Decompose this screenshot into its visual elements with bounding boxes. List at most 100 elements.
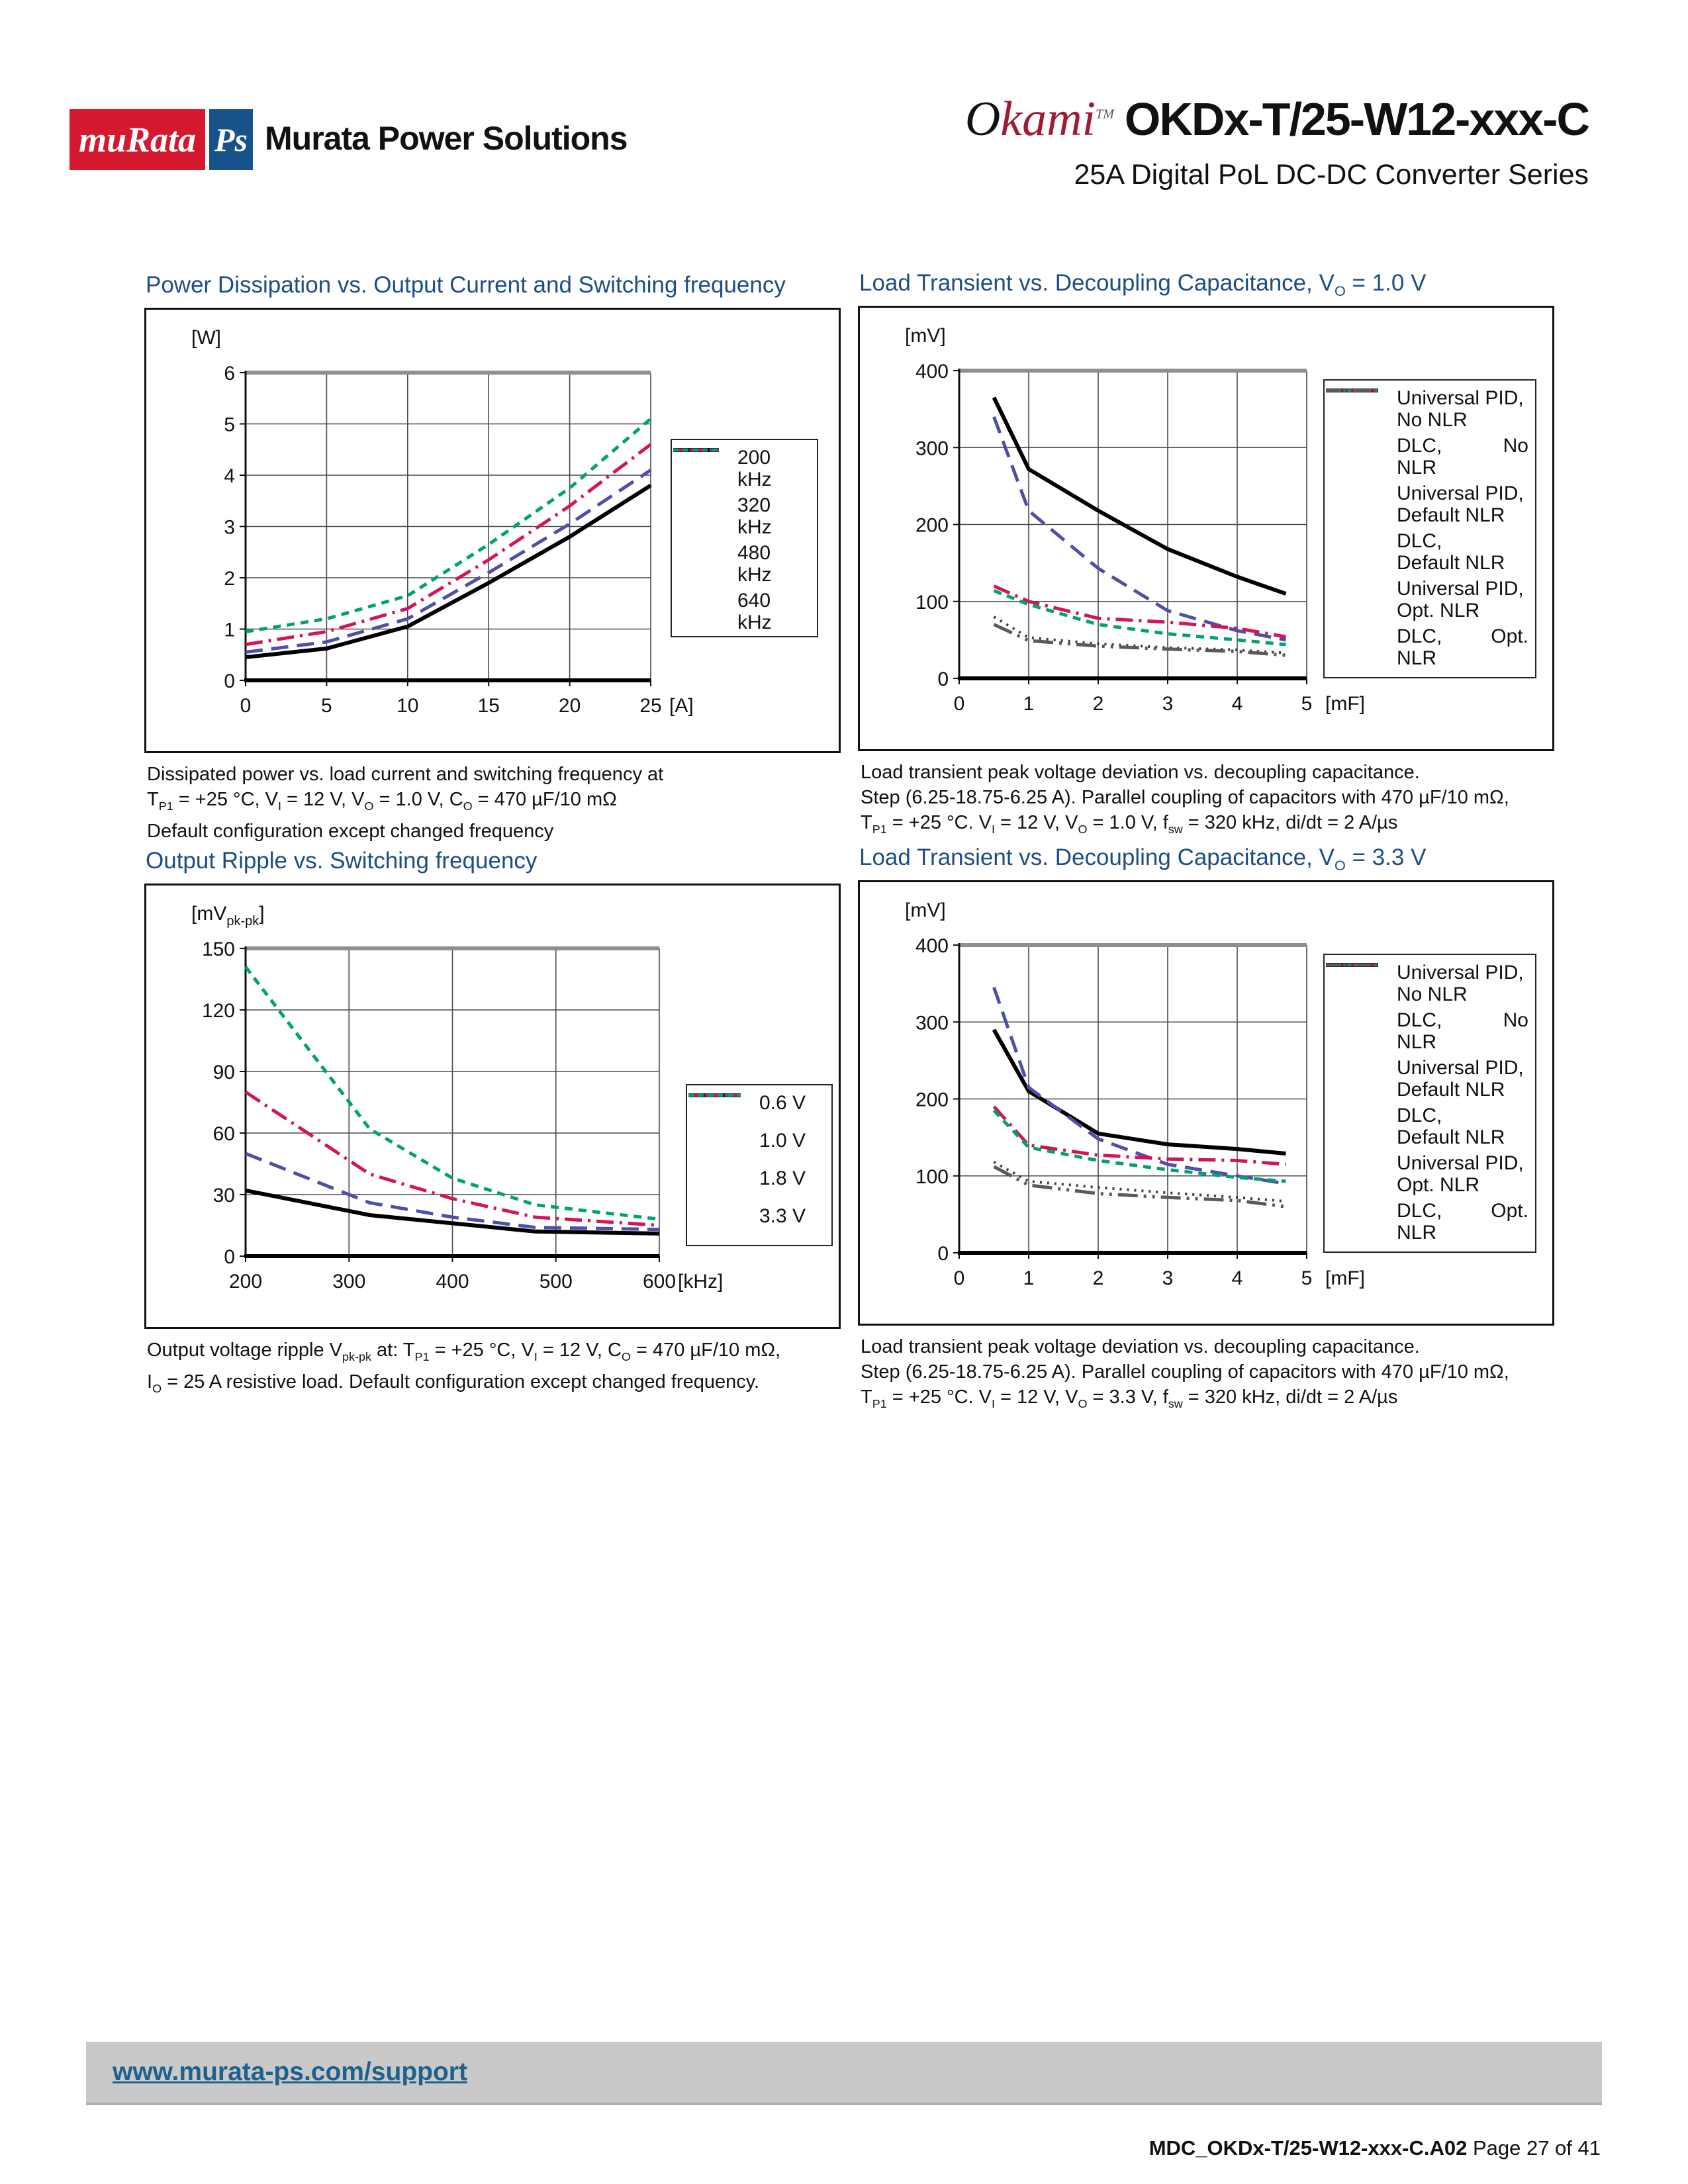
legend-item: Universal PID, Default NLR: [1326, 388, 1528, 530]
svg-text:[mV]: [mV]: [905, 325, 946, 347]
legend-label: Universal PID, No NLR: [1397, 387, 1524, 431]
legend-line-sample-icon: [1326, 963, 1397, 1058]
svg-text:3: 3: [1162, 693, 1174, 715]
legend-label: 1.8 V: [759, 1167, 806, 1189]
legend-item: DLC, Default NLR: [1326, 388, 1528, 578]
product-number: OKDx-T/25-W12-xxx-C: [1124, 93, 1590, 145]
svg-text:0: 0: [240, 695, 252, 717]
svg-text:100: 100: [915, 592, 949, 614]
svg-text:[mF]: [mF]: [1325, 693, 1365, 715]
legend-item: 3.3 V: [688, 1093, 825, 1243]
legend-item: DLC, Opt. NLR: [1326, 388, 1528, 673]
svg-text:400: 400: [436, 1271, 469, 1293]
svg-text:2: 2: [1093, 693, 1104, 715]
legend-item: 480 kHz: [673, 448, 810, 590]
legend-item: 1.8 V: [688, 1093, 825, 1205]
legend-label: DLC, Default NLR: [1397, 1105, 1505, 1148]
svg-text:200: 200: [915, 1089, 949, 1111]
svg-text:90: 90: [213, 1062, 235, 1083]
svg-text:200: 200: [229, 1271, 262, 1293]
chart-title: Load Transient vs. Decoupling Capacitanc…: [859, 844, 1427, 874]
murata-logo-text: muRata: [78, 120, 197, 159]
page-number: Page 27 of 41: [1472, 2136, 1601, 2160]
company-name: Murata Power Solutions: [265, 120, 628, 157]
chart-plot-area: 0 1 2 3 4 5 0 100 200 300 400 [mV] [mF] Universal PI…: [858, 880, 1554, 1326]
svg-text:6: 6: [224, 363, 235, 385]
svg-text:0: 0: [224, 670, 235, 692]
legend-line-sample-icon: [673, 448, 737, 543]
chart-plot-area: 200 300 400 500 600 0 30 60 90 120 150 [mVpk-pk] [kH…: [144, 884, 841, 1329]
footer-bar: www.murata-ps.com/support: [86, 2042, 1602, 2105]
okami-wolf-glyph: O: [964, 92, 1001, 146]
ps-logo: Ps: [209, 109, 253, 170]
chart-caption: Dissipated power vs. load current and sw…: [147, 764, 664, 842]
legend-label: DLC, Opt. NLR: [1397, 1200, 1528, 1244]
legend-label: 320 kHz: [737, 494, 772, 538]
svg-text:0: 0: [954, 1267, 965, 1289]
svg-text:150: 150: [202, 938, 235, 960]
svg-text:10: 10: [397, 695, 418, 717]
svg-text:5: 5: [321, 695, 332, 717]
svg-text:120: 120: [202, 1000, 235, 1022]
chart-caption: Load transient peak voltage deviation vs…: [861, 1336, 1509, 1410]
legend-label: 1.0 V: [759, 1130, 806, 1152]
legend-label: 200 kHz: [737, 447, 772, 490]
svg-text:1: 1: [1023, 693, 1035, 715]
doc-number: MDC_OKDx-T/25-W12-xxx-C.A02: [1149, 2136, 1468, 2160]
chart-caption: Output voltage ripple Vpk-pk at: TP1 = +…: [147, 1340, 781, 1395]
svg-text:100: 100: [915, 1166, 949, 1188]
legend-label: Universal PID, Default NLR: [1397, 482, 1524, 526]
svg-text:[mVpk-pk]: [mVpk-pk]: [191, 903, 265, 929]
footer-doc-info: MDC_OKDx-T/25-W12-xxx-C.A02 Page 27 of 4…: [1149, 2136, 1601, 2160]
okami-brand: OkamiTM: [965, 91, 1114, 148]
legend-line-sample-icon: [1326, 389, 1397, 579]
svg-text:300: 300: [915, 437, 949, 459]
legend-label: Universal PID, Opt. NLR: [1397, 578, 1524, 621]
legend-line-sample-icon: [1326, 963, 1397, 1201]
murata-logo: muRata: [70, 109, 205, 170]
svg-text:30: 30: [213, 1185, 235, 1206]
svg-text:400: 400: [915, 361, 949, 383]
svg-text:[W]: [W]: [191, 327, 221, 349]
legend-line-sample-icon: [673, 448, 737, 591]
svg-text:1: 1: [224, 619, 235, 641]
svg-text:0: 0: [954, 693, 965, 715]
legend-line-sample-icon: [688, 1093, 759, 1169]
svg-text:2: 2: [1093, 1267, 1104, 1289]
legend-item: DLC, Opt. NLR: [1326, 963, 1528, 1248]
svg-text:[kHz]: [kHz]: [678, 1271, 723, 1293]
svg-text:4: 4: [1232, 693, 1243, 715]
svg-text:5: 5: [224, 414, 235, 436]
legend-line-sample-icon: [688, 1093, 759, 1131]
svg-text:0: 0: [937, 668, 949, 690]
legend-line-sample-icon: [673, 448, 737, 496]
svg-text:4: 4: [224, 465, 235, 487]
support-link[interactable]: www.murata-ps.com/support: [113, 2058, 467, 2086]
svg-text:15: 15: [478, 695, 500, 717]
legend-label: 480 kHz: [737, 542, 772, 586]
legend-line-sample-icon: [688, 1093, 759, 1206]
legend-line-sample-icon: [1326, 388, 1397, 484]
chart-caption: Load transient peak voltage deviation vs…: [861, 762, 1509, 836]
svg-text:[mV]: [mV]: [905, 899, 946, 921]
svg-text:1: 1: [1023, 1267, 1035, 1289]
legend-line-sample-icon: [1326, 388, 1397, 627]
chart-legend: Universal PID, No NLR DLC, No NLR Universal P…: [1323, 379, 1536, 678]
svg-text:3: 3: [224, 517, 235, 539]
chart-legend: 200 kHz 320 kHz 480 kHz 640 kHz: [671, 439, 818, 637]
legend-item: 320 kHz: [673, 448, 810, 542]
legend-item: Universal PID, Opt. NLR: [1326, 389, 1528, 625]
svg-text:4: 4: [1232, 1267, 1243, 1289]
legend-label: Universal PID, No NLR: [1397, 962, 1524, 1005]
svg-text:[mF]: [mF]: [1325, 1267, 1365, 1289]
legend-item: DLC, No NLR: [1326, 388, 1528, 482]
svg-text:300: 300: [332, 1271, 365, 1293]
legend-line-sample-icon: [1326, 388, 1397, 531]
svg-text:200: 200: [915, 515, 949, 537]
legend-label: DLC, No NLR: [1397, 1009, 1528, 1053]
legend-line-sample-icon: [1326, 963, 1397, 1011]
legend-label: Universal PID, Opt. NLR: [1397, 1152, 1524, 1196]
svg-text:5: 5: [1301, 693, 1313, 715]
svg-text:600: 600: [643, 1271, 676, 1293]
okami-brand-text: kami: [1000, 92, 1096, 146]
